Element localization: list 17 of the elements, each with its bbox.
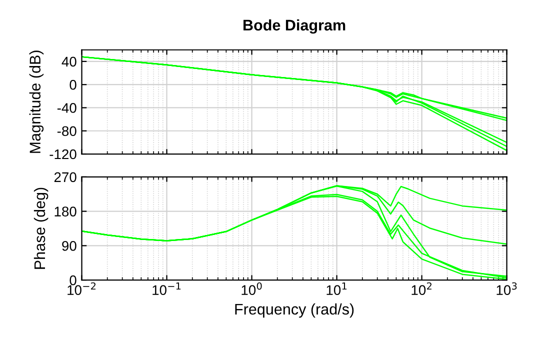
y-tick-label: 0 — [70, 80, 76, 90]
x-axis-title: Frequency (rad/s) — [235, 303, 354, 318]
y-tick-label: -40 — [57, 103, 76, 113]
y-tick-label: 40 — [62, 56, 76, 67]
x-tick-label: 10$^{3}$ — [496, 282, 517, 296]
y-tick-label: 90 — [62, 241, 76, 251]
x-tick-label: 10$^{1}$ — [326, 282, 347, 296]
y-axis-title: Magnitude (dB) — [29, 50, 44, 153]
y-tick-label: 180 — [54, 206, 76, 216]
y-tick-label: -120 — [50, 149, 76, 160]
y-axis-title: Phase (deg) — [34, 188, 48, 269]
x-tick-label: 10$^{2}$ — [412, 282, 432, 296]
chart-title: Bode Diagram — [244, 19, 346, 34]
y-tick-label: 270 — [54, 172, 76, 182]
x-tick-label: 10$^{0}$ — [242, 282, 262, 296]
x-tick-label: 10$^{−1}$ — [152, 282, 181, 296]
y-tick-label: -80 — [57, 126, 76, 136]
